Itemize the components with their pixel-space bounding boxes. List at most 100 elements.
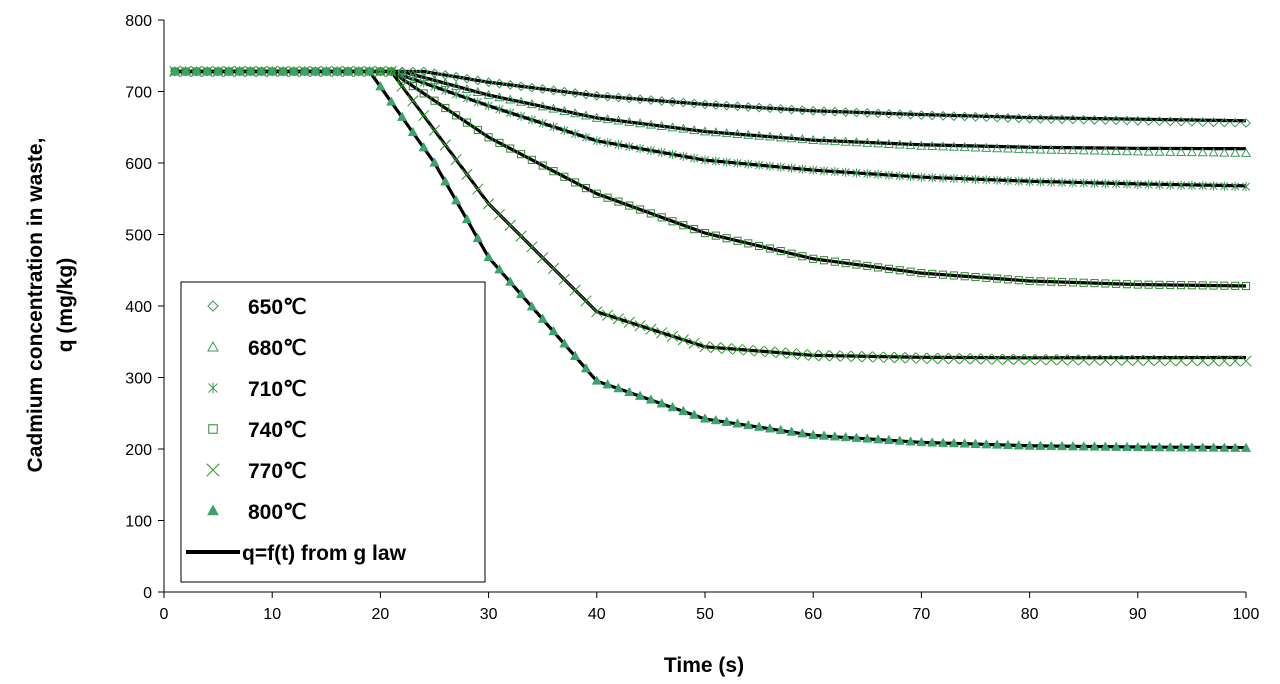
data-point	[452, 111, 461, 120]
data-point	[710, 342, 722, 354]
data-point	[495, 104, 504, 114]
legend-item: 650℃	[207, 296, 307, 319]
data-point	[850, 350, 863, 363]
data-point	[1047, 177, 1056, 187]
data-point	[634, 390, 646, 400]
data-point	[1013, 143, 1024, 153]
data-point	[645, 394, 657, 404]
series-800C	[169, 65, 1252, 452]
data-point	[863, 169, 872, 179]
data-point	[689, 124, 700, 135]
data-point	[441, 86, 450, 96]
legend-label: 770℃	[248, 460, 307, 483]
data-point	[223, 65, 235, 76]
data-point	[819, 256, 829, 265]
legend-label: 650℃	[248, 296, 307, 319]
data-point	[418, 109, 430, 122]
data-point	[1155, 280, 1164, 289]
data-point	[818, 430, 830, 440]
data-point	[1046, 144, 1057, 154]
data-point	[927, 140, 938, 151]
data-point	[429, 157, 440, 167]
data-point	[419, 78, 428, 88]
data-point	[905, 109, 916, 120]
data-point	[1143, 441, 1154, 452]
data-point	[396, 111, 408, 121]
data-point	[386, 96, 397, 106]
data-point	[472, 75, 483, 86]
data-point	[494, 92, 505, 102]
data-point	[819, 166, 829, 176]
data-point	[635, 94, 645, 105]
data-point	[1056, 440, 1068, 451]
data-point	[570, 350, 581, 360]
data-point	[451, 195, 462, 205]
data-point	[580, 110, 592, 120]
data-point	[1208, 442, 1219, 452]
data-point	[591, 112, 602, 122]
data-point	[1154, 116, 1165, 127]
data-point	[1013, 113, 1024, 124]
data-point	[786, 426, 797, 436]
data-point	[1230, 117, 1241, 128]
data-point	[1003, 113, 1013, 123]
legend-box	[180, 281, 486, 583]
data-point	[1078, 441, 1089, 451]
data-point	[851, 432, 862, 442]
series-710C	[170, 66, 1251, 192]
model-curve	[174, 69, 1247, 188]
data-point	[1231, 281, 1240, 290]
data-point	[1175, 442, 1187, 452]
data-point	[1230, 442, 1241, 452]
data-point	[537, 84, 548, 94]
data-point	[841, 167, 850, 177]
data-point	[916, 110, 927, 121]
data-point	[408, 82, 417, 91]
data-point	[1132, 115, 1143, 126]
data-point	[483, 77, 494, 88]
data-point	[1036, 277, 1045, 286]
data-point	[1002, 353, 1014, 365]
data-point	[645, 323, 657, 335]
data-point	[603, 193, 612, 202]
data-point	[418, 66, 429, 77]
data-point	[1046, 114, 1057, 125]
data-point	[829, 350, 841, 362]
data-point	[678, 405, 689, 416]
data-point	[1219, 147, 1230, 157]
data-point	[374, 65, 387, 78]
data-point	[526, 241, 538, 253]
data-point	[321, 65, 332, 76]
data-point	[776, 247, 785, 256]
data-point	[1143, 354, 1155, 367]
series-680C	[169, 66, 1252, 157]
data-point	[613, 382, 624, 393]
data-point	[1241, 281, 1251, 291]
data-point	[667, 401, 678, 412]
data-point	[482, 198, 495, 210]
legend-label: 740℃	[248, 419, 307, 442]
data-point	[441, 103, 450, 113]
data-point	[624, 93, 635, 104]
data-point	[970, 438, 981, 448]
data-point	[375, 81, 386, 91]
data-point	[538, 161, 547, 170]
data-point	[645, 95, 656, 105]
data-point	[873, 169, 883, 179]
data-point	[387, 67, 396, 76]
data-point	[299, 65, 310, 76]
data-point	[1089, 115, 1100, 125]
data-point	[570, 108, 581, 118]
data-point	[526, 82, 537, 93]
data-point	[1025, 177, 1034, 187]
data-point	[1014, 176, 1023, 186]
data-point	[462, 93, 472, 103]
data-point	[668, 217, 677, 226]
data-point	[970, 111, 981, 122]
data-point	[591, 306, 603, 318]
data-point	[407, 126, 418, 137]
x-tick-label: 0	[160, 606, 169, 623]
data-point	[926, 352, 938, 364]
data-point	[1175, 355, 1187, 367]
data-point	[636, 205, 645, 214]
